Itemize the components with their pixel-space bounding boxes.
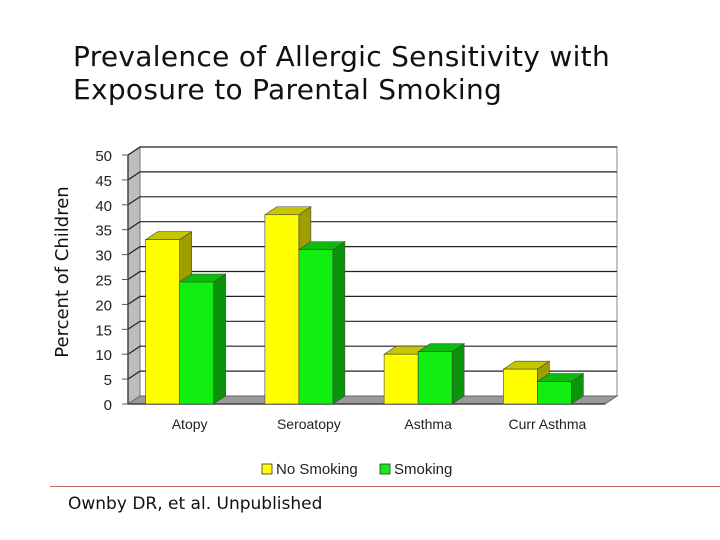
bar — [383, 353, 419, 405]
y-tick-label: 20 — [95, 297, 112, 314]
category-label: Asthma — [404, 416, 452, 432]
y-tick-label: 40 — [95, 198, 112, 215]
gridline — [127, 221, 617, 231]
gridline — [127, 246, 617, 256]
gridline — [127, 320, 617, 330]
legend-label: No Smoking — [276, 461, 358, 478]
chart-title: Prevalence of Allergic Sensitivity with … — [73, 40, 713, 106]
gridline — [127, 146, 617, 156]
bar — [417, 351, 453, 405]
y-tick-label: 5 — [104, 372, 112, 389]
bar — [537, 381, 572, 405]
gridline — [127, 196, 617, 206]
category-labels: Atopy Seroatopy Asthma Curr Asthma — [172, 416, 587, 432]
legend-swatch — [261, 463, 273, 475]
bar-side — [451, 343, 465, 405]
bars-layer — [144, 206, 585, 405]
gridline — [127, 295, 617, 305]
gridline — [127, 270, 617, 280]
y-tick-label: 45 — [95, 173, 112, 190]
footer-divider — [50, 486, 720, 487]
gridline — [127, 171, 617, 181]
y-tick-label: 0 — [104, 397, 112, 414]
source-citation: Ownby DR, et al. Unpublished — [68, 494, 323, 514]
y-tick-label: 50 — [95, 148, 112, 165]
y-tick-label: 15 — [95, 322, 112, 339]
y-tick-label: 25 — [95, 273, 112, 290]
bar — [503, 368, 538, 405]
y-tick-label: 35 — [95, 223, 112, 240]
y-tick-label: 30 — [95, 248, 112, 265]
ticks-layer: 0 5 10 15 20 25 30 35 40 45 50 — [95, 148, 128, 414]
bar — [145, 239, 180, 405]
bar — [264, 214, 300, 405]
bar — [298, 249, 334, 405]
bar — [179, 281, 214, 405]
grid-layer — [126, 146, 619, 405]
title-line-2: Exposure to Parental Smoking — [73, 73, 503, 106]
legend-label: Smoking — [394, 461, 452, 478]
bar-side — [332, 241, 346, 405]
bar-side — [213, 273, 226, 405]
category-label: Atopy — [172, 416, 208, 432]
legend-swatch — [379, 463, 391, 475]
legend: No Smoking Smoking — [261, 461, 452, 478]
category-label: Seroatopy — [277, 416, 341, 432]
y-tick-label: 10 — [95, 347, 112, 364]
title-line-1: Prevalence of Allergic Sensitivity with — [73, 40, 610, 73]
category-label: Curr Asthma — [508, 416, 586, 432]
